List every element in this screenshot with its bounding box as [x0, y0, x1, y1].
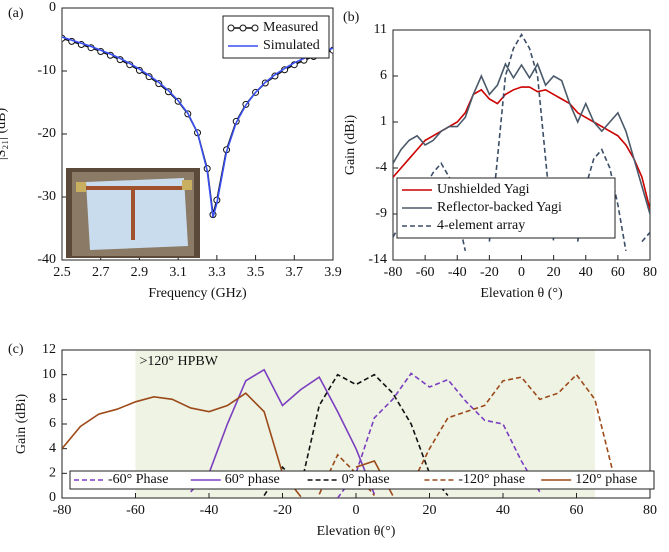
legend-box — [396, 177, 616, 239]
legend-marker — [227, 24, 235, 32]
legend-box — [222, 15, 330, 59]
series-line — [336, 372, 541, 498]
x-tick-label: -40 — [200, 503, 219, 518]
x-tick-label: 3.3 — [208, 265, 226, 280]
y-tick-label: -14 — [368, 252, 387, 267]
x-tick-label: -20 — [273, 503, 292, 518]
y-tick-label: 0 — [49, 0, 56, 15]
panel-label: (c) — [8, 342, 24, 357]
legend-label: 60° phase — [225, 472, 280, 487]
x-tick-label: 2.5 — [53, 265, 71, 280]
legend-label: 120° phase — [575, 472, 637, 487]
series-line — [62, 36, 333, 218]
annotation: >120° HPBW — [140, 354, 219, 369]
legend-label: -60° Phase — [108, 472, 168, 487]
x-tick-label: 2.9 — [131, 265, 149, 280]
x-tick-label: 3.9 — [324, 265, 342, 280]
y-tick-label: -20 — [37, 126, 56, 141]
y-tick-label: 6 — [380, 68, 387, 83]
x-tick-label: 80 — [643, 503, 657, 518]
x-tick-label: -40 — [448, 265, 467, 280]
x-tick-label: 3.7 — [286, 265, 304, 280]
legend-marker — [239, 24, 247, 32]
y-tick-label: 0 — [49, 490, 56, 505]
y-tick-label: 8 — [49, 392, 56, 407]
x-tick-label: 40 — [496, 503, 510, 518]
x-axis-label: Elevation θ(°) — [317, 524, 396, 539]
plot-area — [62, 34, 333, 219]
y-tick-label: 11 — [374, 22, 387, 37]
legend-box — [69, 470, 655, 490]
y-tick-label: 2 — [49, 466, 56, 481]
y-tick-label: -4 — [375, 160, 387, 175]
legend-label: 4-element array — [437, 218, 525, 233]
y-tick-label: 4 — [49, 441, 56, 456]
y-tick-label: 12 — [42, 342, 56, 357]
inset-photo — [66, 168, 200, 258]
y-tick-label: -40 — [37, 252, 56, 267]
y-tick-label: -9 — [375, 206, 387, 221]
x-tick-label: 60 — [570, 503, 584, 518]
x-tick-label: 3.1 — [169, 265, 187, 280]
data-point — [329, 46, 333, 54]
x-tick-label: 3.5 — [247, 265, 265, 280]
x-tick-label: 0 — [353, 503, 360, 518]
legend-label: 0° phase — [342, 472, 390, 487]
x-tick-label: 20 — [547, 265, 561, 280]
y-tick-label: -30 — [37, 189, 56, 204]
legend-label: Reflector-backed Yagi — [437, 200, 562, 215]
y-tick-label: 6 — [49, 416, 56, 431]
x-tick-label: 20 — [423, 503, 437, 518]
y-tick-label: 1 — [380, 114, 387, 129]
legend-label: Measured — [263, 20, 318, 35]
x-tick-label: -80 — [384, 265, 403, 280]
x-tick-label: -80 — [53, 503, 72, 518]
y-tick-label: -10 — [37, 63, 56, 78]
series-line — [190, 368, 376, 495]
x-tick-label: 40 — [579, 265, 593, 280]
x-tick-label: -20 — [480, 265, 499, 280]
x-tick-label: 2.7 — [92, 265, 110, 280]
y-axis-label: |S₂₁| (dB) — [0, 108, 9, 161]
y-axis-label: Gain (dBi) — [343, 115, 358, 176]
y-axis-label: Gain (dBi) — [14, 394, 29, 455]
x-tick-label: 0 — [518, 265, 525, 280]
x-axis-label: Frequency (GHz) — [148, 286, 247, 301]
x-axis-label: Elevation θ (°) — [480, 286, 563, 301]
series-line — [393, 62, 650, 215]
legend-label: Unshielded Yagi — [437, 182, 530, 197]
x-tick-label: 80 — [643, 265, 657, 280]
panel-label: (a) — [8, 6, 24, 21]
panel-label: (b) — [343, 10, 360, 25]
legend-marker — [251, 24, 259, 32]
x-tick-label: 60 — [611, 265, 625, 280]
x-tick-label: -60 — [416, 265, 435, 280]
x-tick-label: -60 — [126, 503, 145, 518]
legend-label: -120° phase — [458, 472, 525, 487]
y-tick-label: 10 — [42, 367, 56, 382]
series-line — [393, 86, 650, 210]
legend-label: Simulated — [263, 38, 320, 53]
